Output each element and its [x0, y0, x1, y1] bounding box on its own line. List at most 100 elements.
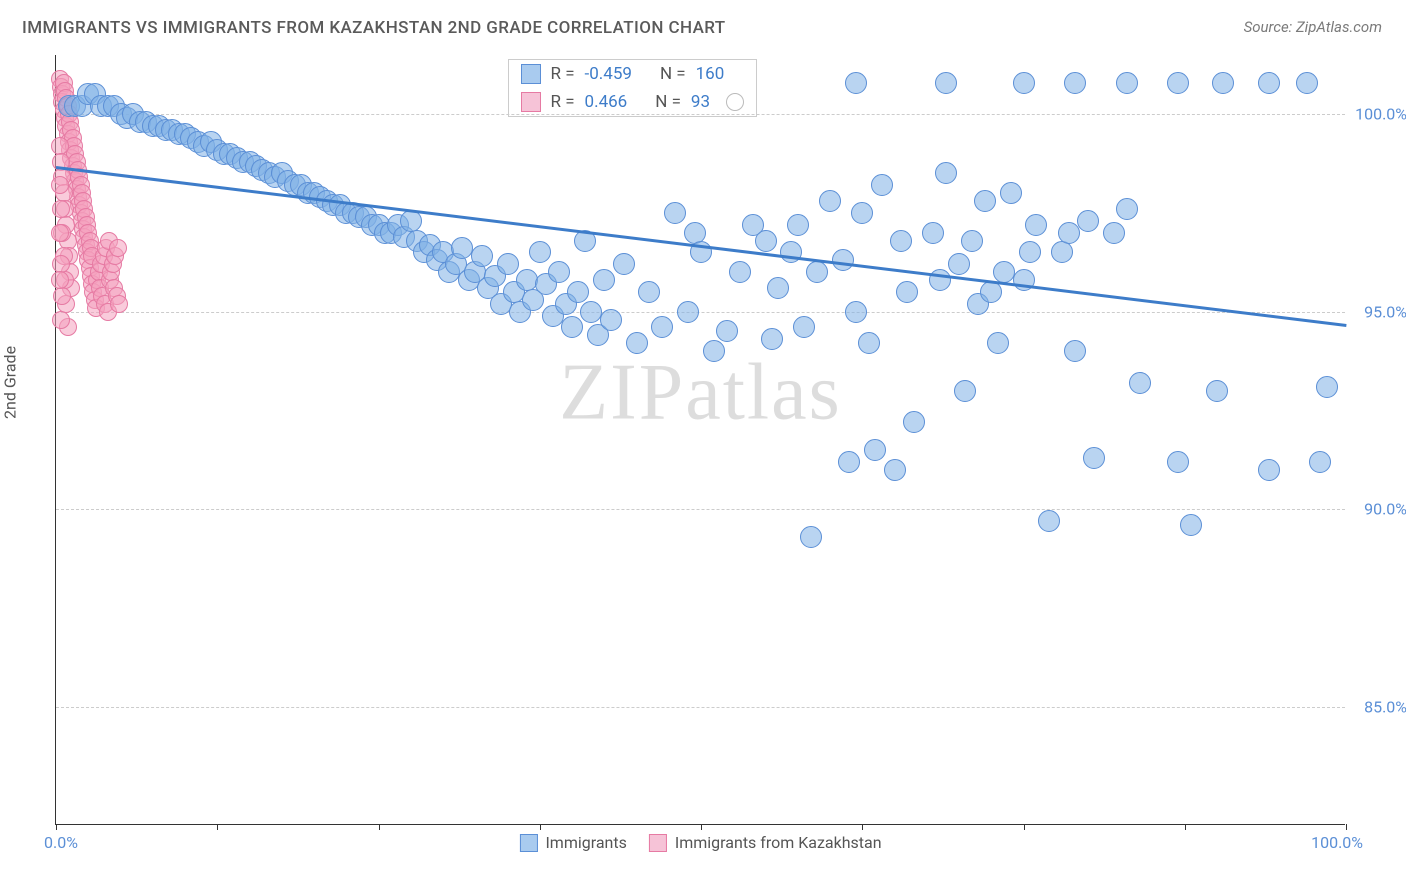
data-point-blue	[832, 249, 854, 271]
data-point-blue	[729, 261, 751, 283]
legend-item-pink: Immigrants from Kazakhstan	[649, 833, 882, 852]
x-tick	[1346, 824, 1347, 830]
data-point-blue	[767, 277, 789, 299]
y-tick-label: 100.0%	[1355, 105, 1406, 124]
data-point-blue	[896, 281, 918, 303]
data-point-blue	[548, 261, 570, 283]
data-point-blue	[529, 241, 551, 263]
y-tick-label: 90.0%	[1364, 500, 1406, 519]
gridline	[56, 707, 1345, 708]
data-point-blue	[1019, 241, 1041, 263]
data-point-pink	[109, 239, 127, 257]
legend-label-pink: Immigrants from Kazakhstan	[675, 833, 882, 852]
source-citation: Source: ZipAtlas.com	[1244, 18, 1382, 36]
r-value-pink: 0.466	[585, 92, 628, 112]
data-point-blue	[1316, 376, 1338, 398]
data-point-pink	[110, 295, 128, 313]
data-point-blue	[819, 190, 841, 212]
legend-item-blue: Immigrants	[519, 833, 626, 852]
data-point-blue	[903, 411, 925, 433]
data-point-blue	[755, 230, 777, 252]
data-point-blue	[1309, 451, 1331, 473]
n-value-blue: 160	[696, 64, 725, 84]
data-point-blue	[1064, 72, 1086, 94]
x-tick-min: 0.0%	[44, 833, 78, 852]
chart-title: IMMIGRANTS VS IMMIGRANTS FROM KAZAKHSTAN…	[22, 18, 726, 38]
legend-swatch-blue	[521, 64, 541, 84]
data-point-blue	[561, 316, 583, 338]
trendline	[56, 166, 1346, 327]
gridline	[56, 114, 1345, 115]
data-point-blue	[684, 222, 706, 244]
data-point-blue	[716, 320, 738, 342]
data-point-pink	[51, 224, 69, 242]
data-point-blue	[935, 162, 957, 184]
data-point-blue	[703, 340, 725, 362]
data-point-blue	[780, 241, 802, 263]
data-point-blue	[864, 439, 886, 461]
data-point-blue	[961, 230, 983, 252]
data-point-blue	[1051, 241, 1073, 263]
data-point-blue	[845, 72, 867, 94]
data-point-blue	[664, 202, 686, 224]
data-point-blue	[1129, 372, 1151, 394]
data-point-blue	[1206, 380, 1228, 402]
x-tick	[379, 824, 380, 830]
data-point-blue	[787, 214, 809, 236]
data-point-blue	[845, 301, 867, 323]
data-point-blue	[1103, 222, 1125, 244]
data-point-blue	[1258, 459, 1280, 481]
legend-swatch-icon	[649, 834, 667, 852]
data-point-blue	[600, 309, 622, 331]
data-point-blue	[638, 281, 660, 303]
data-point-blue	[800, 526, 822, 548]
data-point-blue	[677, 301, 699, 323]
n-label: N =	[655, 92, 681, 112]
data-point-blue	[935, 72, 957, 94]
data-point-blue	[851, 202, 873, 224]
data-point-blue	[761, 328, 783, 350]
gridline	[56, 509, 1345, 510]
legend-row-blue: R = -0.459 N = 160	[509, 60, 757, 88]
data-point-blue	[1167, 72, 1189, 94]
data-point-blue	[567, 281, 589, 303]
data-point-blue	[806, 261, 828, 283]
data-point-blue	[884, 459, 906, 481]
data-point-blue	[1025, 214, 1047, 236]
data-point-blue	[593, 269, 615, 291]
x-tick	[862, 824, 863, 830]
data-point-blue	[1058, 222, 1080, 244]
data-point-pink	[52, 200, 70, 218]
correlation-legend: R = -0.459 N = 160 R = 0.466 N = 93	[508, 59, 758, 117]
r-value-blue: -0.459	[585, 64, 632, 84]
y-tick-label: 95.0%	[1364, 302, 1406, 321]
data-point-blue	[1258, 72, 1280, 94]
plot-area: ZIPatlas R = -0.459 N = 160 R = 0.466 N …	[55, 55, 1345, 825]
ghost-circle-icon	[726, 93, 744, 111]
x-tick-max: 100.0%	[1311, 833, 1363, 852]
legend-swatch-icon	[519, 834, 537, 852]
legend-swatch-pink	[521, 92, 541, 112]
n-label: N =	[660, 64, 686, 84]
data-point-pink	[51, 271, 69, 289]
data-point-blue	[471, 245, 493, 267]
data-point-blue	[1212, 72, 1234, 94]
gridline	[56, 312, 1345, 313]
data-point-blue	[858, 332, 880, 354]
data-point-blue	[974, 190, 996, 212]
data-point-blue	[1180, 514, 1202, 536]
data-point-blue	[954, 380, 976, 402]
r-label: R =	[551, 92, 575, 112]
data-point-pink	[52, 311, 70, 329]
n-value-pink: 93	[691, 92, 710, 112]
data-point-blue	[1038, 510, 1060, 532]
data-point-blue	[1077, 210, 1099, 232]
x-tick	[217, 824, 218, 830]
watermark: ZIPatlas	[559, 348, 842, 439]
data-point-pink	[51, 176, 69, 194]
data-point-blue	[1083, 447, 1105, 469]
data-point-blue	[871, 174, 893, 196]
x-tick	[56, 824, 57, 830]
y-tick-label: 85.0%	[1364, 697, 1406, 716]
data-point-blue	[626, 332, 648, 354]
